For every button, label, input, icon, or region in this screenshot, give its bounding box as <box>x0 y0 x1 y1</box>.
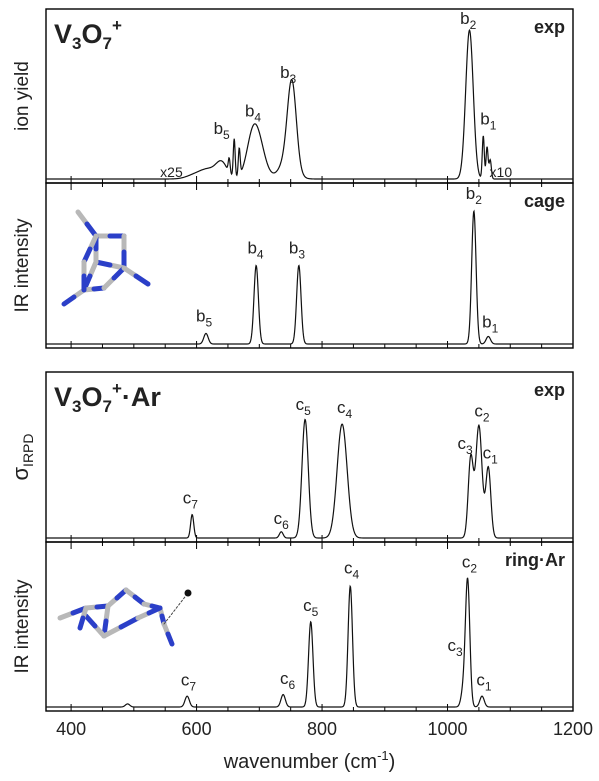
x-tick-label: 400 <box>56 719 86 739</box>
bond <box>165 631 175 647</box>
series-line <box>46 209 573 345</box>
series-line <box>46 577 573 708</box>
peak-label-b2: b2 <box>460 9 476 32</box>
x-axis-title: wavenumber (cm-1) <box>223 748 396 773</box>
peak-label-c2: c2 <box>462 553 478 576</box>
x-tick-label: 1200 <box>553 719 593 739</box>
panel-1: b2 b3 b4 b5 b1 x25 x10 exp V3O7+ ion yield <box>12 8 574 184</box>
bond <box>103 603 111 624</box>
x-tick-label: 600 <box>182 719 212 739</box>
peak-label-b4: b4 <box>247 238 263 261</box>
series-line <box>46 28 573 180</box>
panel-title: V3O7+ <box>54 16 122 53</box>
bond <box>146 605 163 616</box>
peak-label-b3: b3 <box>289 238 305 261</box>
y-axis-label: σIRPD <box>8 433 36 480</box>
bond <box>61 294 77 307</box>
panel-frame <box>45 541 574 712</box>
panel-tag: cage <box>524 191 565 211</box>
panel-4: c2 c4 c5 c3 c1 c7 c6 ring·Ar IR intensity <box>12 541 574 712</box>
ar-contact <box>163 592 189 625</box>
bond <box>77 615 86 631</box>
panel-frame <box>45 8 574 184</box>
panel-tag: exp <box>534 17 565 37</box>
peak-label-b5: b5 <box>214 119 230 142</box>
peak-label-c4: c4 <box>344 559 360 582</box>
y-axis-label: ion yield <box>12 61 33 131</box>
peak-label-c3: c3 <box>447 636 463 659</box>
peak-label-b1: b1 <box>480 110 496 133</box>
x-axis: 400 600 800 1000 1200 wavenumber (cm-1) <box>56 719 593 773</box>
peak-label-c7: c7 <box>181 670 197 693</box>
peak-label-c5: c5 <box>296 395 312 418</box>
panel-2: b2 b3 b4 b5 b1 cage IR intensity <box>12 182 574 349</box>
ring-structure-icon <box>57 587 192 647</box>
y-axis-label: IR intensity <box>12 218 33 312</box>
scale-factor-label: x10 <box>490 164 513 180</box>
panel-title: V3O7+·Ar <box>54 379 161 416</box>
peak-label-b4: b4 <box>245 102 261 125</box>
panel-tag: exp <box>534 380 565 400</box>
peak-label-c5: c5 <box>303 596 319 619</box>
peak-label-c6: c6 <box>274 509 290 532</box>
peak-label-b3: b3 <box>280 63 296 86</box>
x-tick-label: 800 <box>307 719 337 739</box>
bond <box>133 273 151 287</box>
peak-label-c1: c1 <box>483 443 499 466</box>
peak-label-c1: c1 <box>476 670 492 693</box>
peak-label-c3: c3 <box>457 434 473 457</box>
peak-label-b1: b1 <box>482 312 498 335</box>
y-axis-label: IR intensity <box>12 579 33 673</box>
series-line <box>46 418 573 539</box>
x-tick-label: 1000 <box>428 719 468 739</box>
cage-structure-icon <box>61 209 151 307</box>
bond <box>101 624 124 639</box>
bond <box>118 615 141 630</box>
peak-label-b2: b2 <box>466 184 482 207</box>
scale-factor-label: x25 <box>160 164 183 180</box>
panel-frame <box>45 182 574 349</box>
peak-label-c6: c6 <box>280 669 296 692</box>
peak-label-b5: b5 <box>196 306 212 329</box>
ticks <box>70 183 574 348</box>
peak-label-c4: c4 <box>337 398 353 421</box>
bond <box>83 613 98 629</box>
peak-label-c7: c7 <box>183 489 199 512</box>
argon-atom <box>184 589 192 597</box>
panel-tag: ring·Ar <box>505 550 565 570</box>
bond <box>87 259 99 279</box>
ticks <box>70 542 574 711</box>
peak-label-c2: c2 <box>474 401 490 424</box>
